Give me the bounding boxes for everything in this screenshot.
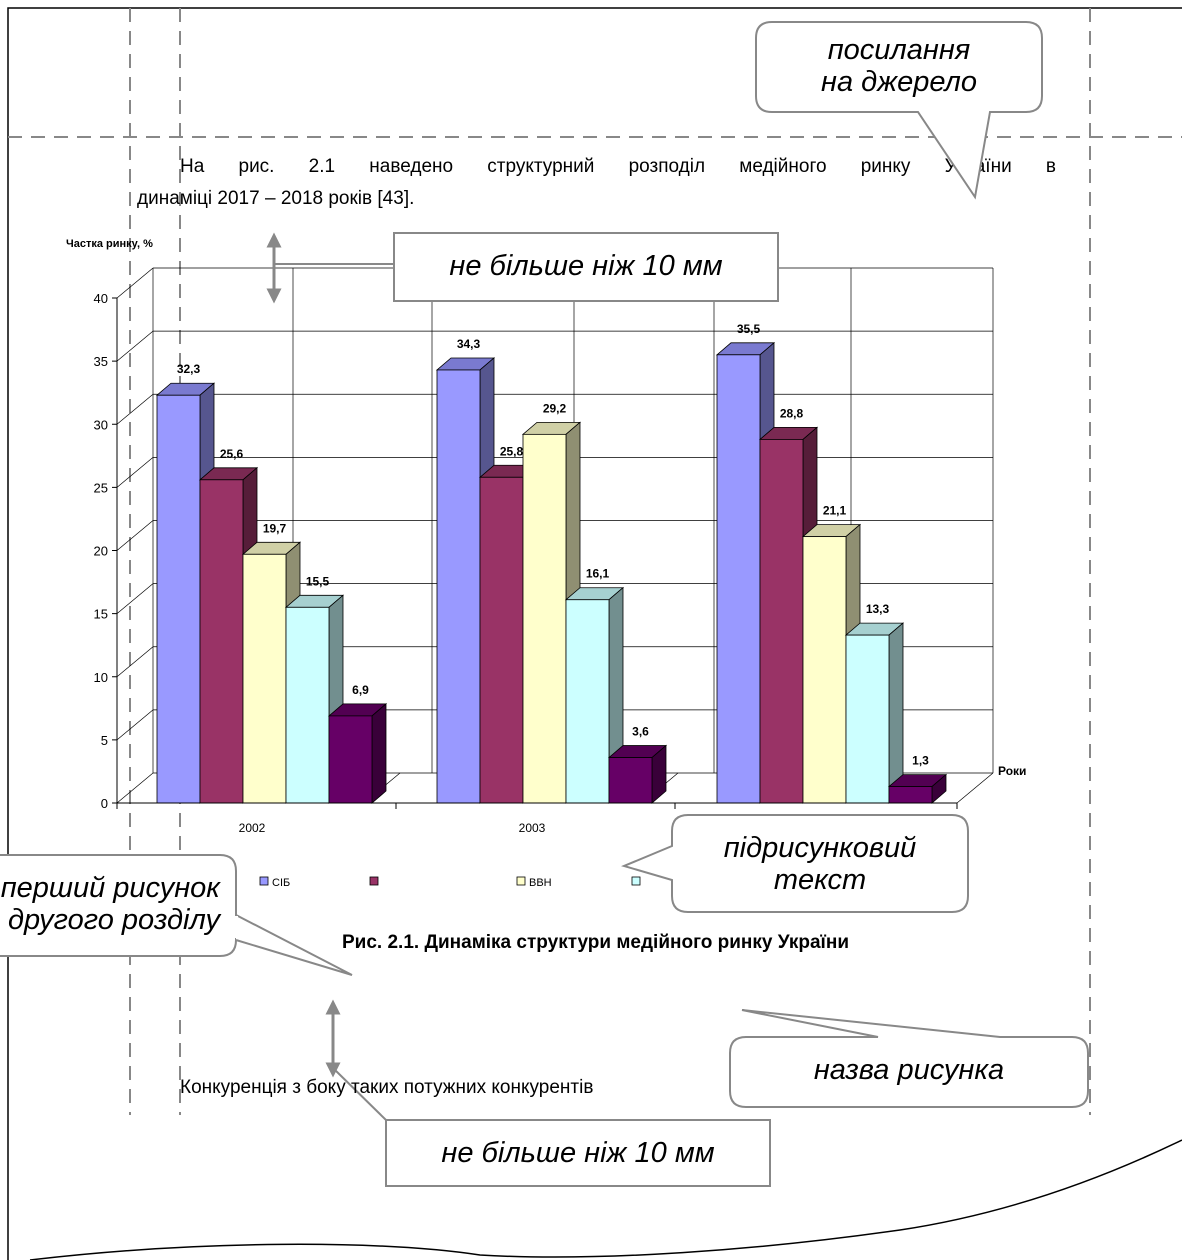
data-label: 35,5 bbox=[737, 322, 761, 336]
callout-under-figure-text-bubble bbox=[621, 814, 969, 913]
y-tick-label: 15 bbox=[94, 607, 108, 622]
data-label: 19,7 bbox=[263, 521, 287, 535]
data-label: 25,6 bbox=[220, 447, 244, 461]
x-tick-label: 2002 bbox=[239, 821, 266, 835]
spacing-arrow-bottom-leader bbox=[332, 1067, 387, 1121]
callout-spacing-bottom: не більше ніж 10 мм bbox=[441, 1137, 715, 1169]
callout-source-reference: посилання на джерело bbox=[756, 34, 1042, 98]
callout-first-figure-line-1: перший рисунок bbox=[0, 872, 220, 904]
callout-spacing-top: не більше ніж 10 мм bbox=[449, 250, 723, 282]
bar bbox=[759, 438, 804, 804]
y-axis-title: Частка ринку, % bbox=[66, 238, 153, 250]
y-tick-label: 0 bbox=[101, 796, 108, 811]
callout-first-figure: перший рисунок другого розділу bbox=[0, 872, 220, 936]
data-label: 34,3 bbox=[457, 337, 481, 351]
callout-first-figure-line-2: другого розділу bbox=[7, 904, 220, 936]
torn-bottom-edge bbox=[29, 1139, 1182, 1260]
x-tick-label: 2003 bbox=[519, 821, 546, 835]
callout-source-reference-bubble bbox=[755, 21, 1043, 200]
callout-under-figure-text: підрисунковий текст bbox=[672, 832, 968, 896]
legend-label: ВВН bbox=[529, 877, 552, 889]
data-label: 29,2 bbox=[543, 401, 567, 415]
bar bbox=[436, 369, 481, 804]
y-tick-label: 25 bbox=[94, 480, 108, 495]
spacing-box-top bbox=[393, 232, 779, 302]
paragraph-1-line-1: На рис. 2.1 наведено структурний розподі… bbox=[180, 156, 1056, 177]
data-label: 28,8 bbox=[780, 406, 804, 420]
data-label: 13,3 bbox=[866, 602, 890, 616]
chart-legend: СІБ ВВН bbox=[259, 876, 641, 889]
bar bbox=[845, 634, 890, 804]
chart-axis: 0 5 10 15 20 25 30 35 40 Частка ринку, % Роки 2002 2… bbox=[66, 238, 1026, 835]
bar bbox=[565, 599, 610, 804]
data-label: 3,6 bbox=[632, 725, 649, 739]
side-gridline bbox=[116, 457, 154, 488]
callout-figure-name-bubble bbox=[729, 1009, 1089, 1108]
bar bbox=[802, 536, 847, 804]
chart-bars bbox=[155, 341, 948, 804]
legend-label: СІБ bbox=[272, 877, 290, 889]
data-label: 1,3 bbox=[912, 754, 929, 768]
callout-under-figure-text-line-1: підрисунковий bbox=[723, 832, 917, 864]
floor-right-edge bbox=[956, 772, 994, 804]
data-label: 25,8 bbox=[500, 444, 524, 458]
y-tick-label: 30 bbox=[94, 417, 108, 432]
y-tick-label: 10 bbox=[94, 670, 108, 685]
side-gridline bbox=[116, 583, 154, 614]
y-tick-label: 5 bbox=[101, 733, 108, 748]
callout-figure-name: назва рисунка bbox=[813, 1054, 1005, 1086]
chart-data-labels: 32,3 25,6 19,7 15,5 6,9 34,3 25,8 29,2 16,1 3,6 35… bbox=[177, 322, 929, 768]
spacing-box-bottom bbox=[385, 1119, 771, 1187]
callout-source-reference-line-2: на джерело bbox=[820, 66, 978, 98]
legend-swatch bbox=[516, 876, 526, 886]
data-label: 15,5 bbox=[306, 574, 330, 588]
y-tick-label: 20 bbox=[94, 544, 108, 559]
bar bbox=[328, 715, 373, 804]
x-axis-title: Роки bbox=[998, 764, 1026, 778]
figure-caption: Рис. 2.1. Динаміка структури медійного р… bbox=[342, 932, 850, 953]
data-label: 16,1 bbox=[586, 567, 610, 581]
page-border bbox=[7, 7, 1182, 1260]
legend-swatch bbox=[259, 876, 269, 886]
side-gridline bbox=[116, 709, 154, 741]
data-label: 32,3 bbox=[177, 362, 201, 376]
side-gridline bbox=[116, 520, 154, 551]
callout-source-reference-line-1: посилання bbox=[827, 34, 971, 66]
y-tick-label: 40 bbox=[94, 291, 108, 306]
legend-swatch bbox=[369, 876, 379, 886]
bar bbox=[479, 476, 524, 804]
bar bbox=[199, 479, 244, 804]
bar bbox=[522, 433, 567, 804]
callout-under-figure-text-line-2: текст bbox=[773, 864, 867, 896]
bar bbox=[242, 553, 287, 804]
paragraph-2: Конкуренція з боку таких потужних конкур… bbox=[180, 1077, 594, 1098]
side-gridline bbox=[116, 393, 154, 425]
y-tick-label: 35 bbox=[94, 354, 108, 369]
paragraph-1-line-2: динаміці 2017 – 2018 років [43]. bbox=[137, 188, 415, 209]
side-gridline bbox=[116, 267, 154, 299]
bar bbox=[285, 606, 330, 804]
data-label: 6,9 bbox=[352, 683, 369, 697]
side-gridline bbox=[116, 330, 154, 362]
legend-swatch bbox=[631, 876, 641, 886]
side-gridline bbox=[116, 772, 154, 804]
data-label: 21,1 bbox=[823, 504, 847, 518]
side-gridline bbox=[116, 646, 154, 678]
